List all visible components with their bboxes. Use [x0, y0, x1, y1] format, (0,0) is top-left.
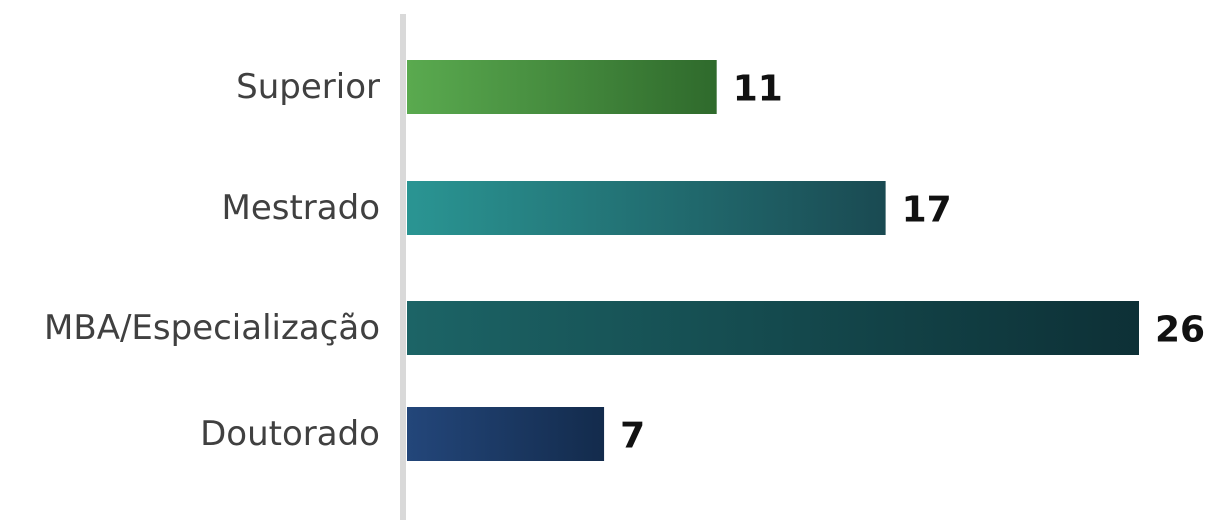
chart-marks: Superior 11 Mestrado 17 MBA/Especialização 26… [44, 60, 1205, 461]
category-label: Doutorado [200, 414, 380, 454]
value-label: 7 [620, 416, 645, 457]
bar-superior [407, 60, 717, 114]
category-label: Mestrado [222, 188, 381, 228]
value-label: 17 [902, 190, 952, 231]
bar-doutorado [407, 407, 605, 461]
bar-mba-especializa-o [407, 301, 1139, 355]
bar-mestrado [407, 181, 886, 235]
value-label: 26 [1155, 310, 1205, 351]
value-label: 11 [733, 69, 783, 110]
category-label: Superior [236, 67, 380, 107]
category-label: MBA/Especialização [44, 308, 380, 348]
